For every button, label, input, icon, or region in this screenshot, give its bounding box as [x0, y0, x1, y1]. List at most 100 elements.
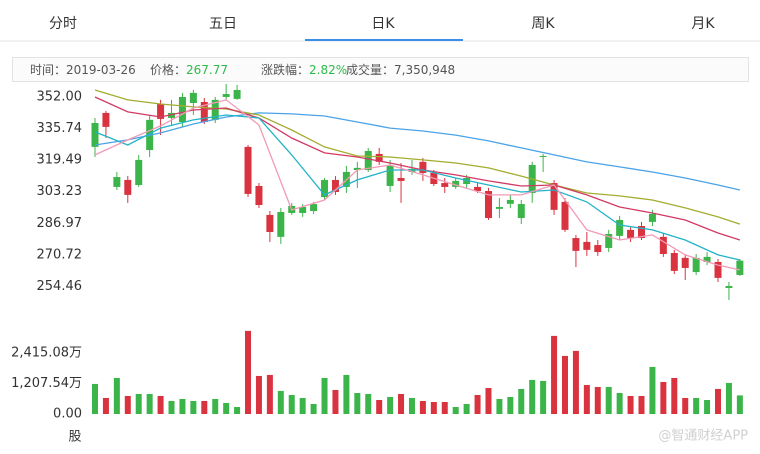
volume-tick-label: 0.00: [53, 407, 82, 422]
volume-bar: [124, 395, 131, 414]
volume-bar: [419, 400, 426, 414]
candle-body: [331, 179, 339, 192]
volume-bar: [387, 396, 394, 414]
volume-bar: [234, 406, 241, 414]
candle-body: [102, 112, 110, 127]
candle-body: [233, 89, 241, 99]
volume-bar: [212, 398, 219, 414]
volume-bar: [299, 397, 306, 414]
volume-bar: [223, 402, 230, 414]
candle-body: [353, 167, 361, 171]
candle-body: [638, 225, 645, 239]
moving-average-line: [94, 89, 741, 225]
candle-body: [539, 156, 547, 158]
volume-bar: [725, 382, 732, 414]
tab[interactable]: 分时: [49, 16, 77, 32]
candle-body: [572, 238, 580, 251]
volume-tick-label: 1,207.54万: [11, 376, 82, 391]
moving-average-line: [94, 114, 741, 261]
volume-bar: [157, 395, 164, 414]
volume-bar: [594, 386, 601, 414]
candle-body: [736, 260, 744, 275]
info-value: 2.82%: [309, 63, 347, 77]
candle-body: [495, 206, 503, 209]
y-tick-label: 286.97: [37, 216, 83, 231]
volume-bar: [168, 400, 175, 414]
volume-bar: [288, 394, 295, 414]
info-value: 7,350,948: [394, 63, 455, 77]
volume-bar: [179, 398, 186, 414]
candle-body: [255, 185, 263, 206]
info-value: 267.77: [186, 63, 228, 77]
volume-unit-label: 股: [68, 430, 81, 445]
volume-bar: [146, 393, 153, 414]
candle-body: [135, 159, 143, 185]
watermark: @智通财经APP: [658, 429, 748, 444]
volume-bar: [529, 379, 536, 414]
volume-bar: [201, 400, 208, 414]
volume-bar: [190, 400, 197, 414]
candle-body: [222, 94, 230, 97]
active-tab-underline: [305, 39, 463, 41]
volume-bar: [321, 377, 328, 414]
candle-body: [386, 165, 394, 186]
candle-body: [168, 112, 176, 118]
candle-body: [692, 257, 700, 273]
volume-bar: [441, 401, 448, 414]
volume-bar: [572, 350, 579, 414]
candle-body: [681, 257, 689, 268]
volume-bar: [704, 399, 711, 414]
volume-bar: [463, 403, 470, 414]
tab[interactable]: 周K: [531, 16, 555, 32]
moving-average-line: [94, 99, 741, 271]
info-label: 涨跌幅：: [261, 62, 309, 77]
volume-bar: [671, 377, 678, 414]
volume-bar: [376, 399, 383, 414]
tab[interactable]: 五日: [209, 16, 237, 32]
volume-bar: [430, 401, 437, 414]
tab[interactable]: 月K: [691, 16, 715, 32]
volume-bar: [485, 387, 492, 414]
volume-bar: [135, 393, 142, 414]
candle-body: [627, 229, 635, 239]
candle-body: [364, 150, 372, 171]
candle-body: [244, 146, 252, 194]
volume-bar: [245, 330, 252, 414]
volume-bar: [736, 395, 743, 414]
candle-body: [375, 153, 383, 162]
volume-bar: [92, 383, 98, 414]
info-label: 价格：: [150, 62, 186, 77]
y-tick-label: 254.46: [37, 279, 83, 294]
candle-body: [113, 177, 121, 187]
candle-body: [299, 206, 307, 213]
volume-bar: [332, 389, 339, 414]
moving-average-line: [94, 112, 741, 191]
volume-bar: [627, 395, 634, 414]
candle-body: [157, 103, 165, 119]
candle-body: [397, 177, 405, 181]
volume-bar: [398, 393, 405, 414]
candle-body: [594, 245, 602, 253]
volume-bar: [715, 388, 722, 414]
info-item: 价格：267.77: [150, 62, 228, 77]
candle-body: [200, 102, 208, 123]
volume-tick-label: 2,415.08万: [11, 345, 82, 360]
volume-bar: [660, 381, 667, 414]
candle-body: [484, 191, 492, 219]
candle-body: [703, 256, 711, 262]
candle-body: [670, 253, 678, 271]
candle-body: [321, 179, 329, 198]
volume-bar: [365, 393, 372, 414]
volume-bar: [354, 392, 361, 414]
candle-body: [550, 183, 558, 210]
y-tick-label: 270.72: [37, 247, 83, 262]
info-bar: [12, 57, 749, 82]
candle-body: [605, 233, 613, 248]
volume-bar: [102, 397, 109, 414]
volume-bar: [343, 374, 350, 414]
volume-bar: [507, 396, 514, 414]
candle-body: [419, 161, 427, 173]
tab[interactable]: 日K: [371, 16, 395, 32]
candle-body: [310, 204, 318, 212]
volume-bar: [583, 384, 590, 414]
